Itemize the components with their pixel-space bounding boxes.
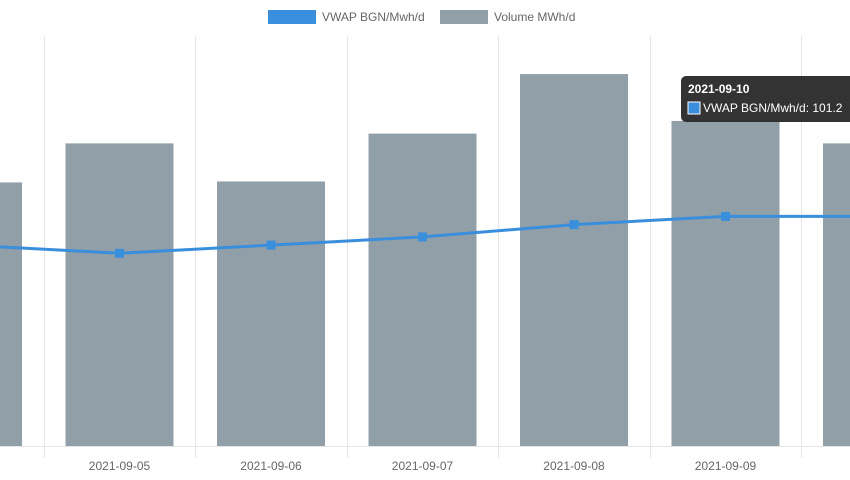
vwap-point-2021-09-07[interactable] xyxy=(418,232,427,242)
vwap-point-2021-09-08[interactable] xyxy=(569,220,579,230)
tooltip-color-swatch xyxy=(687,101,701,115)
vwap-point-2021-09-06[interactable] xyxy=(266,240,276,250)
x-tick-label: 2021-09-07 xyxy=(392,459,454,473)
volume-bar-2021-09-04[interactable] xyxy=(0,182,22,446)
vwap-line-series xyxy=(0,211,850,258)
x-tick-label: 2021-09-06 xyxy=(240,459,302,473)
volume-bar-2021-09-05[interactable] xyxy=(65,143,174,446)
volume-bar-2021-09-07[interactable] xyxy=(368,133,477,446)
volume-bar-2021-09-09[interactable] xyxy=(671,120,780,446)
volume-bar-2021-09-10[interactable] xyxy=(823,143,850,446)
x-tick-label: 2021-09-08 xyxy=(543,459,605,473)
vwap-point-2021-09-09[interactable] xyxy=(721,211,730,221)
legend-label-vwap[interactable]: VWAP BGN/Mwh/d xyxy=(322,10,425,24)
x-tick-label: 2021-09-05 xyxy=(89,459,151,473)
tooltip-background xyxy=(681,76,850,122)
x-axis-tick-labels: 2021-09-05 2021-09-06 2021-09-07 2021-09-08… xyxy=(89,459,757,473)
volume-bars xyxy=(0,74,850,447)
legend-swatch-volume[interactable] xyxy=(440,10,488,24)
volume-bar-2021-09-06[interactable] xyxy=(217,181,325,446)
legend-label-volume[interactable]: Volume MWh/d xyxy=(494,10,575,24)
volume-bar-2021-09-08[interactable] xyxy=(520,74,628,447)
tooltip-title: 2021-09-10 xyxy=(688,82,750,96)
legend[interactable]: VWAP BGN/Mwh/d Volume MWh/d xyxy=(268,10,575,24)
legend-swatch-vwap[interactable] xyxy=(268,10,316,24)
tooltip-body: VWAP BGN/Mwh/d: 101.2 xyxy=(703,101,843,115)
x-tick-label: 2021-09-09 xyxy=(695,459,757,473)
vwap-point-2021-09-05[interactable] xyxy=(115,248,124,258)
tooltip: 2021-09-10 VWAP BGN/Mwh/d: 101.2 xyxy=(681,76,850,122)
